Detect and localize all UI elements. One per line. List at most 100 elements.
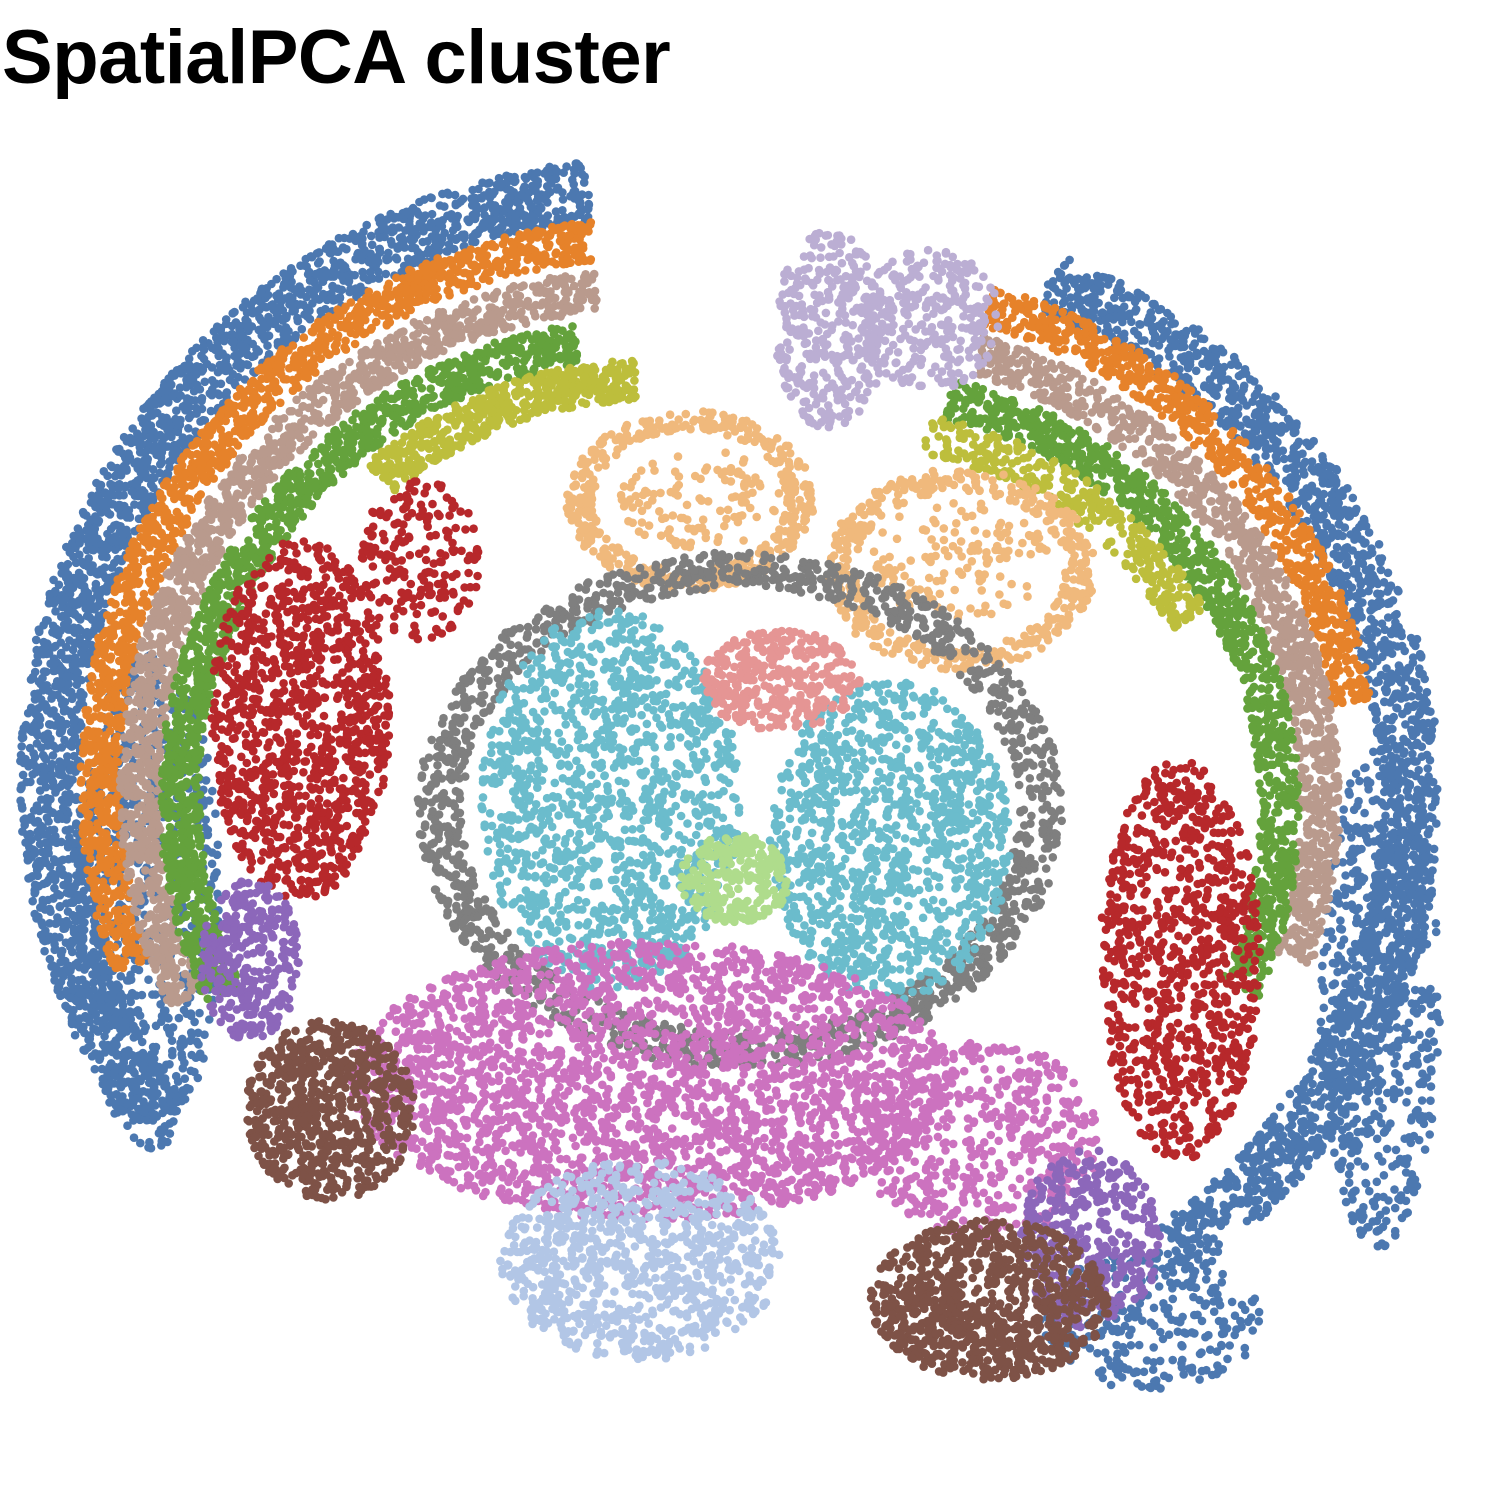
cluster-0-point [203,754,212,763]
cluster-0-point [370,256,379,265]
cluster-0-point [1418,1096,1427,1105]
cluster-0-point [126,513,135,522]
cluster-0-point [1089,285,1098,294]
cluster-0-point [469,197,478,206]
cluster-0-point [162,1080,171,1089]
cluster-0-point [1372,678,1381,687]
cluster-0-point [88,953,97,962]
cluster-0-point [35,826,44,835]
cluster-0-point [336,293,345,302]
cluster-0-point [483,179,492,188]
cluster-0-point [37,646,46,655]
cluster-0-point [427,218,436,227]
cluster-0-point [237,342,246,351]
cluster-0-point [139,1065,148,1074]
cluster-0-point [1375,597,1384,606]
cluster-0-point [1294,1096,1303,1105]
cluster-0-point [367,232,376,241]
cluster-0-point [443,189,452,198]
cluster-0-point [1399,735,1408,744]
cluster-0-point [1363,776,1372,785]
cluster-0-point [180,362,189,371]
cluster-0-point [34,817,43,826]
cluster-0-point [1169,360,1178,369]
cluster-0-point [157,1141,166,1150]
cluster-0-point [1352,506,1361,515]
cluster-0-point [1417,652,1426,661]
cluster-0-point [1425,902,1434,911]
cluster-0-point [1263,1162,1272,1171]
cluster-0-point [1263,1201,1272,1210]
cluster-0-point [1145,312,1154,321]
cluster-0-point [148,1058,157,1067]
cluster-0-point [40,753,49,762]
cluster-0-point [63,839,72,848]
cluster-0-point [1230,353,1239,362]
cluster-0-point [1327,497,1336,506]
cluster-0-point [62,815,71,824]
cluster-0-point [106,480,115,489]
cluster-0-point [49,706,58,715]
cluster-0-point [1107,275,1116,284]
cluster-0-point [128,424,137,433]
cluster-0-point [1345,1178,1354,1187]
cluster-0-point [1384,613,1393,622]
cluster-0-point [188,347,197,356]
cluster-0-point [1214,1247,1223,1256]
cluster-0-point [451,221,460,230]
cluster-0-point [68,948,77,957]
cluster-0-point [40,731,49,740]
cluster-0-point [1306,485,1315,494]
cluster-0-point [1383,715,1392,724]
cluster-0-point [34,658,43,667]
cluster-0-point [375,274,384,283]
cluster-0-point [1401,693,1410,702]
cluster-0-point [484,190,493,199]
cluster-0-point [80,953,89,962]
cluster-0-point [1431,787,1440,796]
cluster-0-point [1114,283,1123,292]
cluster-0-point [43,846,52,855]
cluster-0-point [102,553,111,562]
cluster-0-point [1236,422,1245,431]
cluster-0-point [267,280,276,289]
cluster-0-point [145,1138,154,1147]
cluster-0-point [51,875,60,884]
cluster-0-point [17,751,26,760]
cluster-0-point [58,597,67,606]
cluster-0-point [79,944,88,953]
cluster-0-point [362,221,371,230]
cluster-0-point [416,219,425,228]
cluster-0-point [337,272,346,281]
cluster-0-point [146,433,155,442]
cluster-0-point [45,720,54,729]
cluster-0-point [1322,519,1331,528]
cluster-0-point [1271,1172,1280,1181]
cluster-0-point [211,346,220,355]
cluster-0-point [220,366,229,375]
cluster-0-point [124,1048,133,1057]
cluster-0-point [128,487,137,496]
cluster-0-point [1335,491,1344,500]
cluster-0-point [194,1074,203,1083]
cluster-0-point [165,1028,174,1037]
cluster-0-point [575,193,584,202]
cluster-0-point [33,739,42,748]
cluster-0-point [1383,587,1392,596]
cluster-0-point [138,991,147,1000]
cluster-0-point [1428,803,1437,812]
cluster-0-point [64,606,73,615]
cluster-0-point [428,210,437,219]
cluster-0-point [175,421,184,430]
cluster-0-point [56,727,65,736]
cluster-0-point [1313,1144,1322,1153]
cluster-0-point [1265,1149,1274,1158]
cluster-0-point [26,778,35,787]
cluster-0-point [1200,335,1209,344]
cluster-0-point [1414,766,1423,775]
cluster-0-point [102,587,111,596]
cluster-0-point [100,563,109,572]
cluster-0-point [161,394,170,403]
cluster-0-point [60,736,69,745]
cluster-0-point [238,332,247,341]
